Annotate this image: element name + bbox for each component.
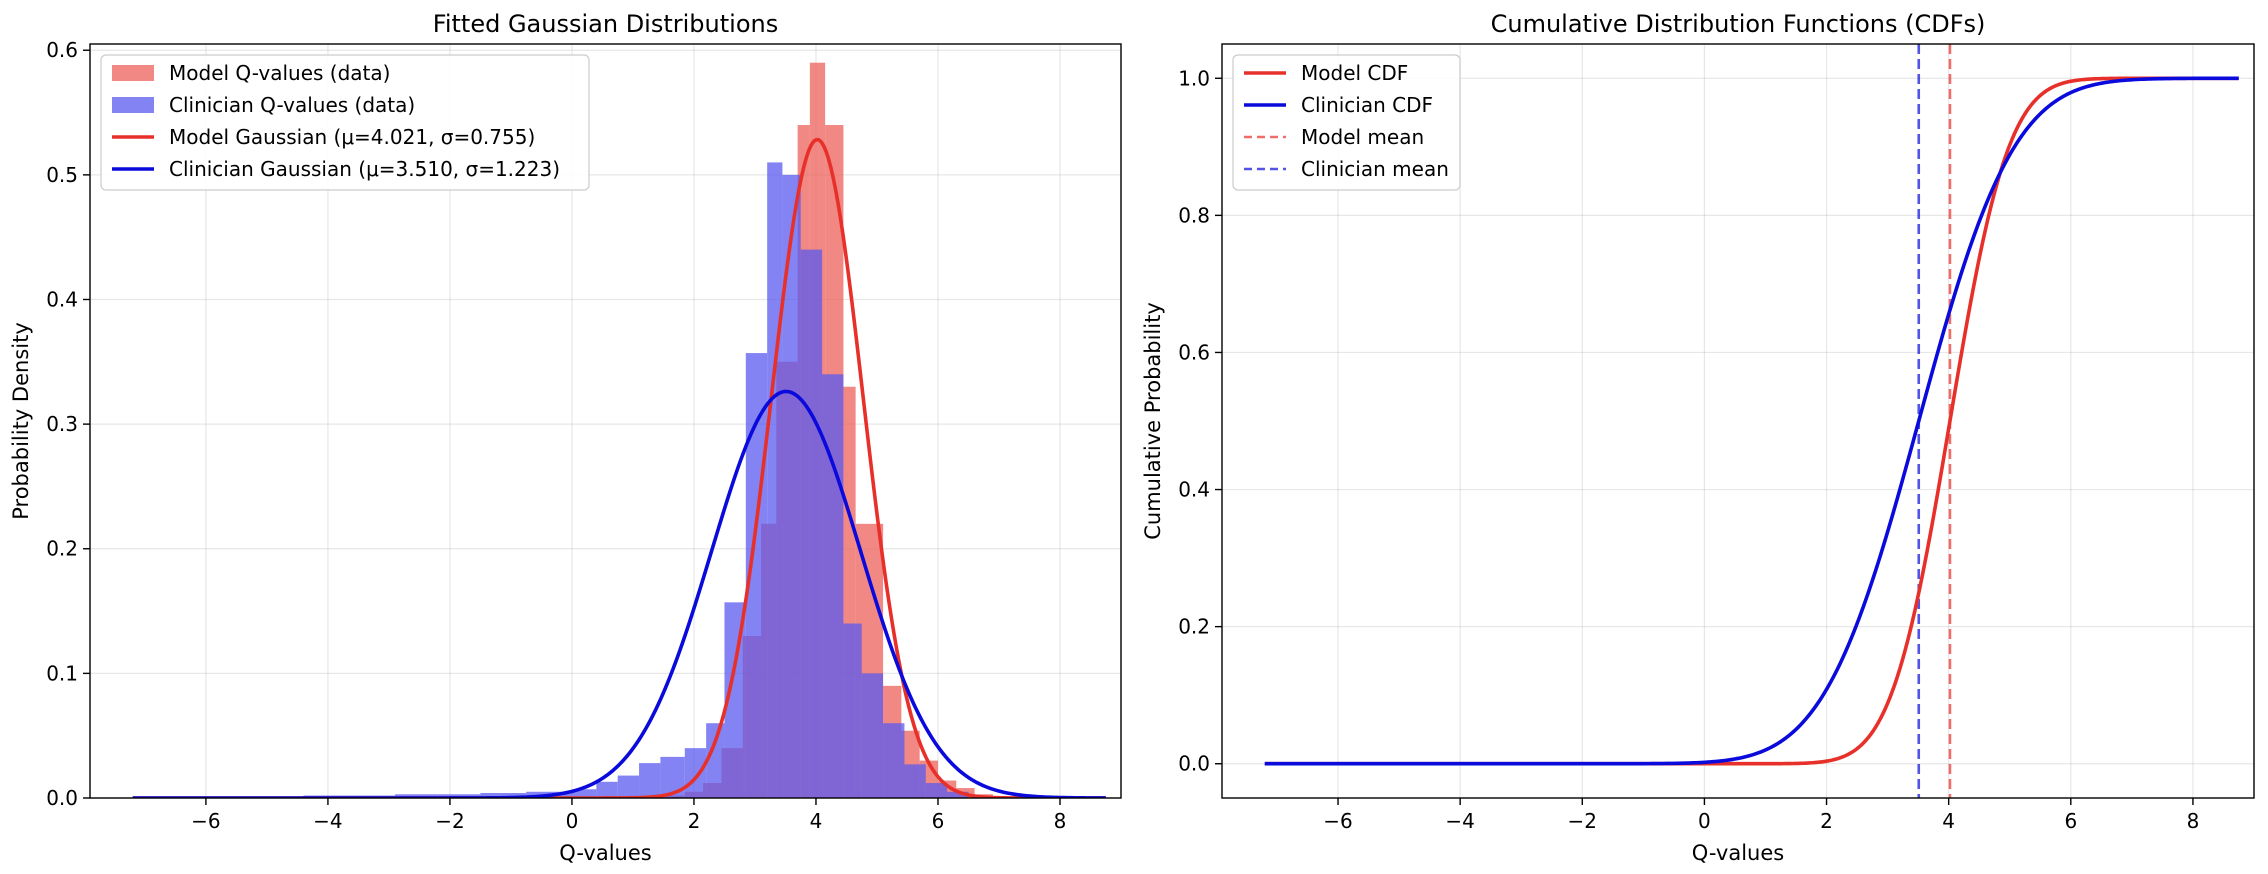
clinician-series-line <box>1264 76 2239 766</box>
chart-title: Cumulative Distribution Functions (CDFs) <box>1491 10 1986 38</box>
model-series-line <box>132 137 1106 798</box>
histogram-bar <box>596 781 618 798</box>
y-tick-label: 0.0 <box>1178 752 1210 776</box>
legend-label: Clinician Gaussian (μ=3.510, σ=1.223) <box>169 157 560 181</box>
histogram-bar <box>724 602 746 798</box>
x-tick-label: −2 <box>435 809 464 833</box>
legend-box <box>100 54 590 191</box>
histogram-bar <box>684 748 707 798</box>
plot-area <box>132 62 1106 798</box>
chart-title: Fitted Gaussian Distributions <box>433 10 778 38</box>
legend-label: Model Gaussian (μ=4.021, σ=0.755) <box>169 125 535 149</box>
x-tick-label: 6 <box>2064 809 2077 833</box>
y-tick-label: 1.0 <box>1178 66 1210 90</box>
x-tick-label: −6 <box>1323 809 1352 833</box>
legend-label: Model mean <box>1301 125 1424 149</box>
y-axis-label: Cumulative Probability <box>1141 302 1165 540</box>
x-tick-label: 2 <box>1820 809 1833 833</box>
axes-frame <box>89 43 1122 799</box>
histogram-bar <box>800 249 823 798</box>
y-tick-label: 0.3 <box>46 412 78 436</box>
x-tick-label: −6 <box>191 809 220 833</box>
histogram-bar <box>617 775 640 798</box>
histogram-bar <box>395 794 438 798</box>
x-tick-label: 6 <box>932 809 945 833</box>
x-tick-label: −4 <box>313 809 342 833</box>
legend-label: Clinician Q-values (data) <box>169 93 415 117</box>
y-axis-label: Probability Density <box>9 322 33 520</box>
x-tick-label: 4 <box>1942 809 1955 833</box>
x-tick-label: 0 <box>566 809 579 833</box>
histogram-bar <box>767 162 783 798</box>
x-tick-label: 8 <box>2187 809 2200 833</box>
x-tick-label: 8 <box>1054 809 1067 833</box>
histogram-bar <box>843 623 862 798</box>
legend-swatch <box>112 65 154 81</box>
x-axis-label: Q-values <box>559 841 651 865</box>
figure-title-fragment: · · · <box>1110 0 1158 11</box>
y-tick-label: 0.4 <box>1178 478 1210 502</box>
histogram-bar <box>822 374 844 798</box>
histogram-bar <box>480 793 527 798</box>
panel-cdfs: −6 −4 −2 0 2 4 6 8 0.0 0.2 0.4 0.6 0.8 1.0 Cumulative … <box>1141 10 2255 865</box>
histogram-bar <box>574 789 597 798</box>
histogram-bar <box>706 723 725 798</box>
y-tick-label: 0.1 <box>46 661 78 685</box>
y-tick-label: 0.5 <box>46 163 78 187</box>
axes-frame <box>1221 43 2255 799</box>
x-tick-label: −4 <box>1445 809 1474 833</box>
legend-label: Clinician mean <box>1301 157 1449 181</box>
clinician-series-line <box>132 389 1106 798</box>
y-tick-label: 0.4 <box>46 287 78 311</box>
legend: Model Q-values (data) Clinician Q-values … <box>100 54 590 191</box>
x-tick-label: 2 <box>688 809 701 833</box>
x-tick-label: 4 <box>810 809 823 833</box>
histogram-bar <box>947 791 969 798</box>
legend-label: Model CDF <box>1301 61 1408 85</box>
plot-area <box>1264 44 2239 798</box>
panel-fitted-gaussians: −6 −4 −2 0 2 4 6 8 0.0 0.1 0.2 0.3 0.4 0.5 0.6 Fitted G… <box>9 10 1122 865</box>
legend: Model CDF Clinician CDF Model mean Clinicia… <box>1232 54 1461 191</box>
y-tick-label: 0.2 <box>46 537 78 561</box>
histogram-bar <box>883 723 905 798</box>
histogram-bar <box>861 673 884 798</box>
histogram-bar <box>782 174 801 798</box>
clinician-histogram <box>303 162 969 798</box>
histogram-bar <box>925 783 948 798</box>
y-tick-label: 0.6 <box>1178 340 1210 364</box>
y-tick-label: 0.2 <box>1178 615 1210 639</box>
y-tick-label: 0.6 <box>46 38 78 62</box>
x-axis-label: Q-values <box>1692 841 1784 865</box>
legend-label: Model Q-values (data) <box>169 61 390 85</box>
legend-swatch <box>112 97 154 113</box>
legend-label: Clinician CDF <box>1301 93 1433 117</box>
y-tick-label: 0.8 <box>1178 203 1210 227</box>
histogram-bar <box>437 794 481 798</box>
y-tick-label: 0.0 <box>46 786 78 810</box>
histogram-bar <box>904 764 926 798</box>
legend-box <box>1232 54 1461 191</box>
histogram-bar <box>639 763 661 798</box>
x-tick-label: −2 <box>1568 809 1597 833</box>
x-tick-label: 0 <box>1698 809 1711 833</box>
